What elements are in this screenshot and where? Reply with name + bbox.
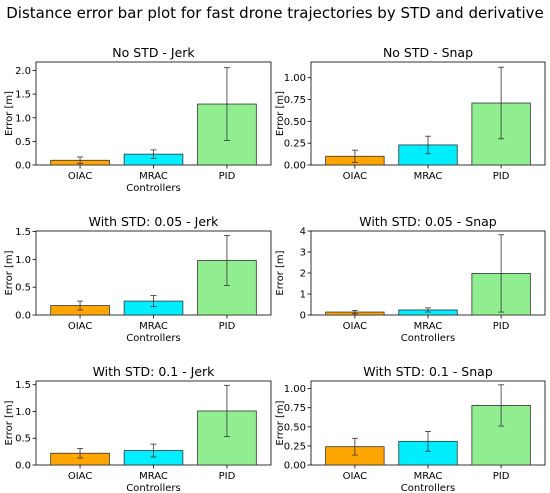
chart-4-ytick-label: 1.0: [15, 407, 31, 418]
chart-2-xtick-label: PID: [219, 321, 236, 332]
chart-3-ytick-label: 2: [300, 269, 306, 280]
chart-3-title: With STD: 0.05 - Snap: [359, 214, 497, 229]
chart-0-xtick-label: OIAC: [68, 171, 92, 182]
chart-0-ylabel: Error [m]: [4, 91, 15, 136]
chart-3-xtick-label: MRAC: [414, 321, 443, 332]
chart-3-xtick-label: PID: [493, 321, 510, 332]
chart-2-ytick-label: 0.0: [15, 311, 31, 322]
chart-1-xtick-label: MRAC: [414, 171, 443, 182]
chart-3-ytick-label: 4: [300, 227, 306, 238]
chart-0-title: No STD - Jerk: [112, 45, 195, 60]
chart-5-xlabel: Controllers: [401, 483, 455, 493]
chart-1-ytick-label: 0.00: [284, 161, 306, 172]
chart-2-xtick-label: MRAC: [139, 321, 168, 332]
chart-5-ytick-label: 0.50: [284, 422, 306, 433]
chart-4-title: With STD: 0.1 - Jerk: [93, 364, 216, 379]
chart-5-xtick-label: OIAC: [343, 471, 367, 482]
chart-2-title: With STD: 0.05 - Jerk: [89, 214, 220, 229]
chart-5-title: With STD: 0.1 - Snap: [363, 364, 493, 379]
chart-4-ytick-label: 1.5: [15, 380, 31, 391]
chart-2-ylabel: Error [m]: [4, 250, 15, 295]
chart-0-ytick-label: 2.0: [15, 66, 31, 77]
chart-1-ytick-label: 0.25: [284, 139, 306, 150]
chart-1-ytick-label: 0.75: [284, 95, 306, 106]
chart-3-xlabel: Controllers: [401, 333, 455, 344]
chart-3-ytick-label: 0: [300, 311, 306, 322]
chart-5-ytick-label: 0.25: [284, 441, 306, 452]
chart-1-xtick-label: PID: [493, 171, 510, 182]
chart-5-ytick-label: 0.75: [284, 403, 306, 414]
chart-3-ytick-label: 1: [300, 290, 306, 301]
chart-4-ytick-label: 0.0: [15, 461, 31, 472]
chart-4-xtick-label: PID: [219, 471, 236, 482]
chart-4-ytick-label: 0.5: [15, 434, 31, 445]
chart-1-ytick-label: 1.00: [284, 73, 306, 84]
chart-5-ytick-label: 1.00: [284, 384, 306, 395]
chart-5-ylabel: Error [m]: [275, 400, 286, 445]
chart-5-xtick-label: PID: [493, 471, 510, 482]
chart-4-ylabel: Error [m]: [4, 400, 15, 445]
chart-1-ylabel: Error [m]: [275, 91, 286, 136]
chart-3-ylabel: Error [m]: [275, 250, 286, 295]
chart-2-ytick-label: 0.5: [15, 283, 31, 294]
figure-title: Distance error bar plot for fast drone t…: [6, 4, 544, 22]
chart-0-ytick-label: 1.0: [15, 113, 31, 124]
chart-0-xlabel: Controllers: [126, 183, 180, 194]
chart-0-xtick-label: PID: [219, 171, 236, 182]
chart-4-xtick-label: MRAC: [139, 471, 168, 482]
chart-2-ytick-label: 1.0: [15, 255, 31, 266]
chart-2-xlabel: Controllers: [126, 333, 180, 344]
chart-3-xtick-label: OIAC: [343, 321, 367, 332]
chart-5-ytick-label: 0.00: [284, 461, 306, 472]
chart-0-xtick-label: MRAC: [139, 171, 168, 182]
chart-1-title: No STD - Snap: [383, 45, 473, 60]
chart-4-xtick-label: OIAC: [68, 471, 92, 482]
chart-0-ytick-label: 0.5: [15, 137, 31, 148]
chart-5-xtick-label: MRAC: [414, 471, 443, 482]
chart-0-ytick-label: 1.5: [15, 90, 31, 101]
chart-4-xlabel: Controllers: [126, 483, 180, 493]
chart-1-ytick-label: 0.50: [284, 117, 306, 128]
chart-2-xtick-label: OIAC: [68, 321, 92, 332]
chart-0-ytick-label: 0.0: [15, 161, 31, 172]
chart-1-xtick-label: OIAC: [343, 171, 367, 182]
chart-2-ytick-label: 1.5: [15, 227, 31, 238]
chart-3-ytick-label: 3: [300, 248, 306, 259]
